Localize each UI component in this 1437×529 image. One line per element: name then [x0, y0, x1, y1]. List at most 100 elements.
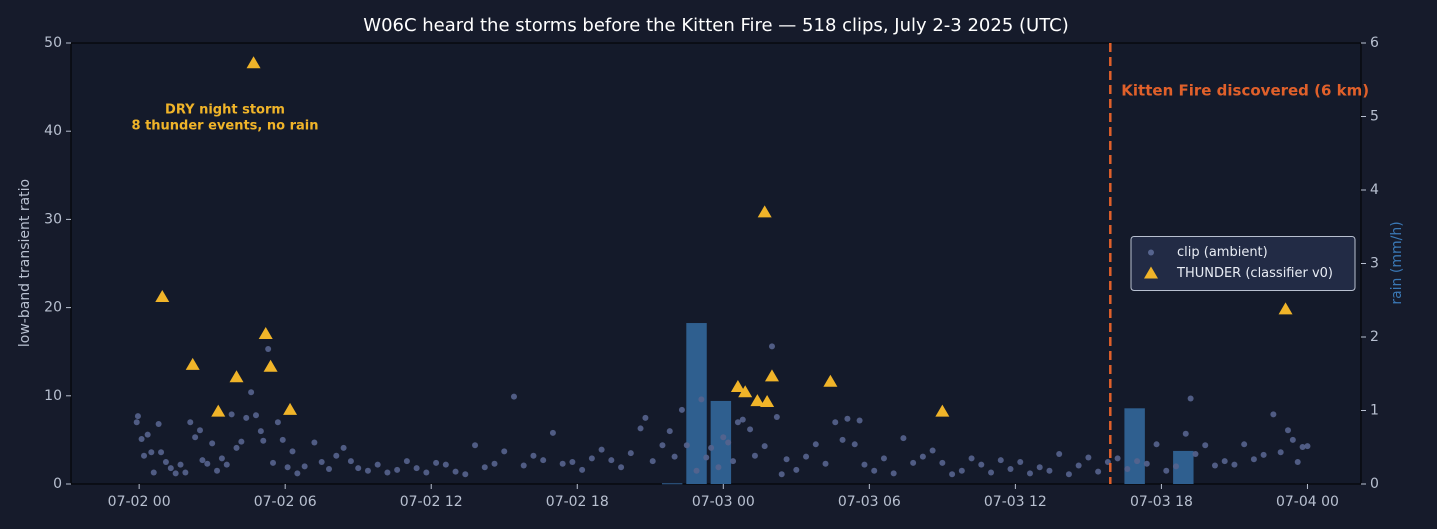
thunder-marker [750, 394, 765, 407]
clip-point [939, 459, 946, 466]
clip-point [481, 464, 488, 471]
clip-point [844, 415, 851, 422]
clip-point [355, 465, 362, 472]
clip-point [510, 393, 517, 400]
x-tick-label: 07-03 12 [984, 494, 1047, 510]
clip-point [340, 444, 347, 451]
clip-point [683, 442, 690, 449]
y-tick-label: 10 [44, 388, 62, 404]
clip-point [812, 441, 819, 448]
y2-tick-label: 3 [1370, 256, 1379, 272]
clip-point [209, 440, 216, 447]
clip-point [1114, 455, 1121, 462]
clip-point [1289, 436, 1296, 443]
clip-point [265, 346, 272, 353]
clip-point [1153, 441, 1160, 448]
clip-point [549, 429, 556, 436]
clip-point [501, 448, 508, 455]
clip-point [822, 460, 829, 467]
clip-point [761, 443, 768, 450]
clip-point [919, 453, 926, 460]
clip-point [192, 434, 199, 441]
clip-point [618, 464, 625, 471]
clip-point [1085, 454, 1092, 461]
clip-point [715, 464, 722, 471]
clip-point [832, 419, 839, 426]
clip-point [1270, 411, 1277, 418]
clip-point [678, 406, 685, 413]
clip-point [158, 449, 165, 456]
clip-point [778, 471, 785, 478]
clip-point [364, 467, 371, 474]
thunder-marker [229, 370, 244, 383]
clip-point [793, 466, 800, 473]
y2-tick-label: 0 [1370, 476, 1379, 492]
clip-point [1241, 441, 1248, 448]
clip-point [730, 458, 737, 465]
clip-point [187, 419, 194, 426]
clip-point [637, 425, 644, 432]
clip-point [294, 470, 301, 477]
annotation: DRY night storm [165, 103, 285, 118]
legend-marker [1144, 266, 1158, 279]
rain-bar [661, 483, 683, 485]
y2-tick-label: 6 [1370, 35, 1379, 51]
clip-point [720, 434, 727, 441]
clip-point [1192, 451, 1199, 458]
clip-point [1095, 468, 1102, 475]
y2-tick-label: 1 [1370, 403, 1379, 419]
clip-point [1304, 443, 1311, 450]
legend-box [1130, 236, 1356, 291]
clip-point [204, 460, 211, 467]
thunder-marker [764, 369, 779, 382]
clip-point [223, 461, 230, 468]
clip-point [856, 417, 863, 424]
clip-point [1163, 467, 1170, 474]
clip-point [1277, 449, 1284, 456]
rain-bar [1124, 408, 1145, 484]
y2-axis-label: rain (mm/h) [1389, 221, 1405, 304]
clip-point [734, 419, 741, 426]
rain-bar [686, 323, 707, 484]
clip-point [540, 457, 547, 464]
clip-point [997, 457, 1004, 464]
clip-point [148, 449, 155, 456]
thunder-marker [738, 385, 753, 398]
clip-point [627, 450, 634, 457]
clip-point [890, 470, 897, 477]
clip-point [270, 459, 277, 466]
clip-point [199, 457, 206, 464]
clip-point [433, 459, 440, 466]
y-tick-label: 20 [44, 300, 62, 316]
clip-point [394, 466, 401, 473]
clip-point [423, 469, 430, 476]
clip-point [1202, 442, 1209, 449]
clip-point [1056, 451, 1063, 458]
legend-marker [1148, 249, 1154, 256]
clip-point [233, 444, 240, 451]
clip-point [1187, 395, 1194, 402]
x-tick-label: 07-03 18 [1130, 494, 1193, 510]
y-axis-label: low-band transient ratio [17, 179, 33, 347]
clip-point [649, 458, 656, 465]
clip-point [839, 436, 846, 443]
clip-point [311, 439, 318, 446]
clip-point [197, 427, 203, 434]
clip-point [214, 467, 221, 474]
thunder-marker [155, 290, 170, 303]
clip-point [1221, 458, 1228, 465]
x-tick-label: 07-02 18 [546, 494, 609, 510]
clip-point [162, 458, 169, 465]
clip-point [703, 454, 710, 461]
thunder-marker [757, 205, 772, 218]
thunder-marker [246, 56, 261, 69]
y-tick-label: 50 [44, 35, 62, 51]
clip-point [803, 453, 810, 460]
clip-point [182, 469, 189, 476]
clip-point [588, 455, 595, 462]
clip-point [1065, 471, 1072, 478]
legend-label: clip (ambient) [1177, 245, 1268, 260]
clip-point [257, 428, 264, 435]
y2-tick-label: 2 [1370, 329, 1379, 345]
clip-point [659, 442, 666, 449]
